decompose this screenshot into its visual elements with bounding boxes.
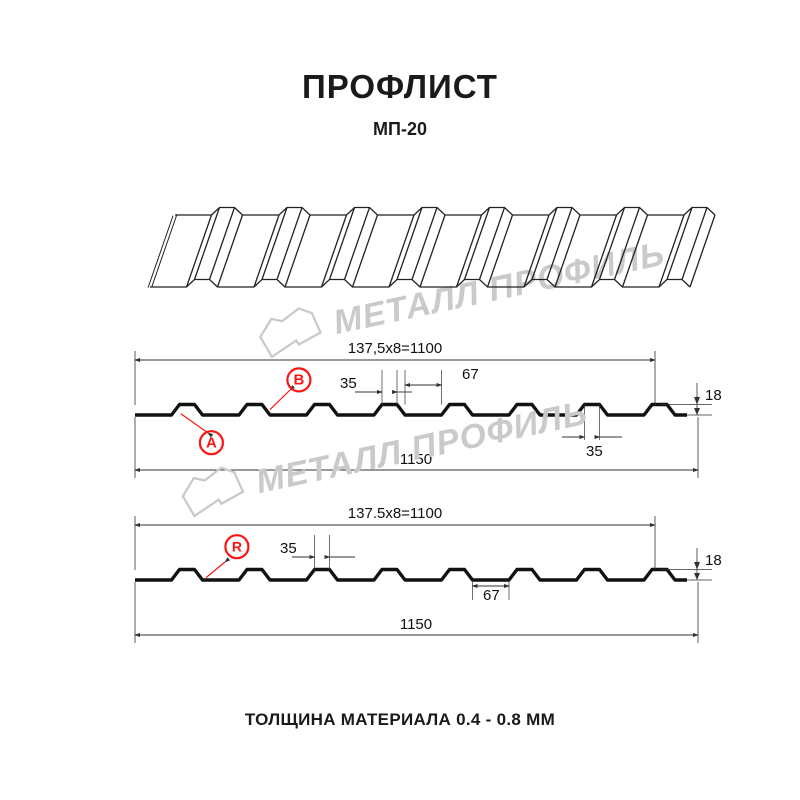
svg-text:18: 18 (705, 387, 722, 404)
svg-text:67: 67 (483, 587, 500, 604)
svg-text:35: 35 (340, 375, 357, 392)
svg-text:МЕТАЛЛ ПРОФИЛЬ: МЕТАЛЛ ПРОФИЛЬ (253, 394, 591, 501)
svg-text:МЕТАЛЛ ПРОФИЛЬ: МЕТАЛЛ ПРОФИЛЬ (330, 235, 668, 342)
svg-text:67: 67 (462, 366, 479, 383)
svg-text:1150: 1150 (400, 616, 432, 633)
svg-text:35: 35 (280, 540, 297, 557)
svg-text:R: R (232, 539, 242, 555)
svg-text:18: 18 (705, 552, 722, 569)
svg-text:35: 35 (586, 443, 603, 460)
svg-text:B: B (293, 372, 304, 389)
svg-text:A: A (206, 435, 217, 452)
svg-text:137,5x8=1100: 137,5x8=1100 (348, 340, 442, 357)
svg-text:137.5x8=1100: 137.5x8=1100 (348, 505, 442, 522)
